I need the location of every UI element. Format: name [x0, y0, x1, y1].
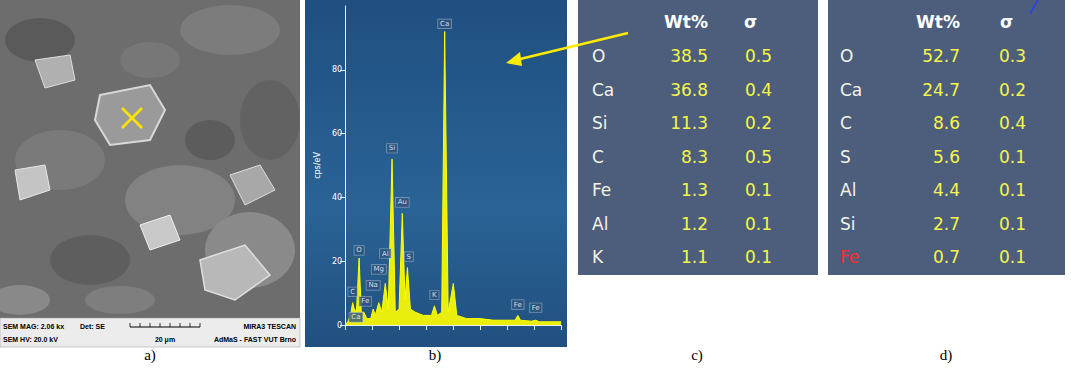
svg-text:cps/eV: cps/eV [313, 152, 322, 179]
svg-text:36.8: 36.8 [670, 80, 708, 100]
svg-text:Fe: Fe [514, 301, 522, 309]
svg-text:0.4: 0.4 [999, 113, 1026, 133]
svg-text:a): a) [144, 347, 156, 364]
svg-text:σ: σ [1000, 12, 1013, 32]
svg-text:8.3: 8.3 [681, 147, 708, 167]
svg-text:Fe: Fe [361, 297, 369, 305]
svg-text:b): b) [429, 347, 442, 364]
svg-text:0.1: 0.1 [745, 180, 772, 200]
svg-text:Fe: Fe [532, 304, 540, 312]
svg-text:Wt%: Wt% [664, 12, 708, 32]
svg-text:c): c) [691, 347, 703, 364]
svg-text:S: S [407, 253, 412, 261]
svg-text:Al: Al [592, 214, 608, 234]
svg-text:0.2: 0.2 [999, 80, 1026, 100]
svg-text:0: 0 [337, 321, 342, 330]
svg-text:0.2: 0.2 [745, 113, 772, 133]
svg-text:Au: Au [398, 198, 407, 206]
svg-text:0.3: 0.3 [999, 46, 1026, 66]
svg-text:0.7: 0.7 [933, 247, 960, 267]
svg-text:4.4: 4.4 [933, 180, 960, 200]
svg-text:Det: SE: Det: SE [80, 323, 105, 330]
svg-text:1.1: 1.1 [681, 247, 708, 267]
svg-text:52.7: 52.7 [922, 46, 960, 66]
svg-text:K: K [592, 247, 604, 267]
svg-text:K: K [432, 291, 437, 299]
svg-text:1.3: 1.3 [681, 180, 708, 200]
svg-text:0.4: 0.4 [745, 80, 772, 100]
svg-text:O: O [592, 46, 605, 66]
svg-text:d): d) [940, 347, 953, 364]
svg-text:11.3: 11.3 [670, 113, 708, 133]
svg-text:C: C [350, 288, 355, 296]
svg-text:60: 60 [332, 129, 342, 138]
svg-text:0.1: 0.1 [999, 247, 1026, 267]
svg-text:Ca: Ca [840, 80, 862, 100]
svg-text:Fe: Fe [840, 247, 859, 267]
svg-text:C: C [840, 113, 852, 133]
svg-text:Fe: Fe [592, 180, 611, 200]
svg-text:0.5: 0.5 [745, 46, 772, 66]
svg-text:Ca: Ca [440, 20, 449, 28]
svg-text:Si: Si [592, 113, 608, 133]
svg-text:Al: Al [382, 250, 389, 258]
svg-text:Ca: Ca [351, 313, 360, 321]
svg-text:40: 40 [332, 193, 342, 202]
svg-text:S: S [840, 147, 851, 167]
svg-text:0.1: 0.1 [999, 180, 1026, 200]
svg-text:0.5: 0.5 [745, 147, 772, 167]
svg-text:Mg: Mg [374, 265, 384, 273]
svg-text:SEM MAG: 2.06 kx: SEM MAG: 2.06 kx [3, 323, 64, 330]
svg-text:0.1: 0.1 [999, 214, 1026, 234]
svg-text:24.7: 24.7 [922, 80, 960, 100]
svg-text:80: 80 [332, 65, 342, 74]
svg-text:1.2: 1.2 [681, 214, 708, 234]
svg-text:5.6: 5.6 [933, 147, 960, 167]
svg-text:Ca: Ca [592, 80, 614, 100]
svg-text:0.1: 0.1 [745, 214, 772, 234]
svg-text:20: 20 [332, 257, 342, 266]
svg-text:Wt%: Wt% [916, 12, 960, 32]
svg-text:Na: Na [368, 281, 378, 289]
svg-text:MIRA3 TESCAN: MIRA3 TESCAN [243, 323, 296, 330]
svg-text:C: C [592, 147, 604, 167]
svg-text:Si: Si [840, 214, 856, 234]
svg-text:O: O [356, 246, 362, 254]
svg-text:38.5: 38.5 [670, 46, 708, 66]
svg-text:SEM HV: 20.0 kV: SEM HV: 20.0 kV [3, 336, 58, 343]
svg-text:8.6: 8.6 [933, 113, 960, 133]
svg-text:Si: Si [389, 144, 395, 152]
svg-text:O: O [840, 46, 853, 66]
svg-text:0.1: 0.1 [999, 147, 1026, 167]
svg-text:Al: Al [840, 180, 856, 200]
svg-text:20 μm: 20 μm [155, 336, 175, 344]
svg-text:AdMaS - FAST VUT Brno: AdMaS - FAST VUT Brno [214, 336, 296, 343]
svg-text:2.7: 2.7 [933, 214, 960, 234]
svg-text:0.1: 0.1 [745, 247, 772, 267]
svg-text:σ: σ [744, 12, 757, 32]
